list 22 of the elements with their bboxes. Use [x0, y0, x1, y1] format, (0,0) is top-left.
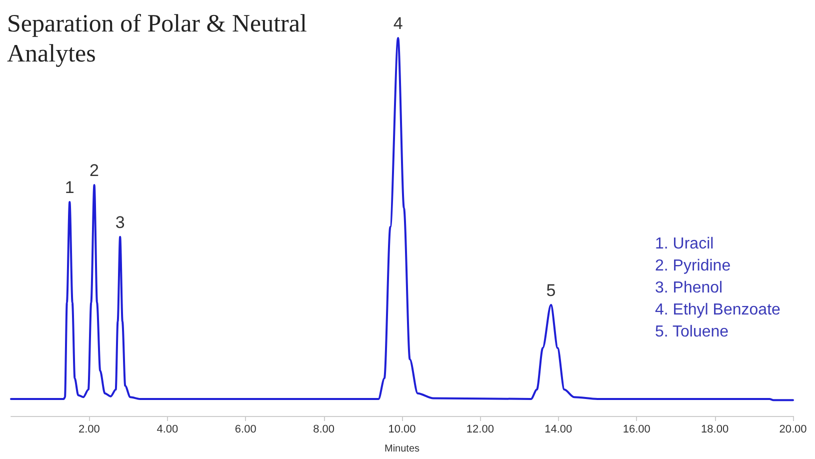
annotation: 5	[546, 280, 556, 300]
chart-title: Separation of Polar & Neutral Analytes	[7, 10, 314, 68]
annotation: 2	[90, 161, 100, 180]
x-tick-label: 6.00	[234, 424, 256, 436]
x-tick-label: 12.00	[466, 424, 494, 436]
x-tick-label: 10.00	[388, 424, 416, 436]
x-tick-label: 14.00	[544, 424, 572, 436]
x-tick-label: 2.00	[78, 424, 100, 436]
annotation: 1. Uracil	[655, 236, 714, 252]
annotation: 4	[393, 14, 403, 33]
annotation: 3	[115, 212, 125, 232]
annotation: 4. Ethyl Benzoate	[655, 302, 781, 318]
annotation: 2. Pyridine	[655, 258, 731, 274]
x-tick-label: 20.00	[779, 424, 807, 436]
annotation: 1	[64, 178, 74, 198]
annotation: 3. Phenol	[655, 280, 723, 296]
x-tick-label: 8.00	[313, 424, 335, 436]
x-tick-label: 4.00	[156, 424, 178, 436]
annotation: 5. Toluene	[655, 324, 729, 340]
x-axis-title: Minutes	[384, 444, 420, 454]
x-tick-label: 16.00	[622, 424, 650, 436]
x-tick-label: 18.00	[701, 424, 729, 436]
